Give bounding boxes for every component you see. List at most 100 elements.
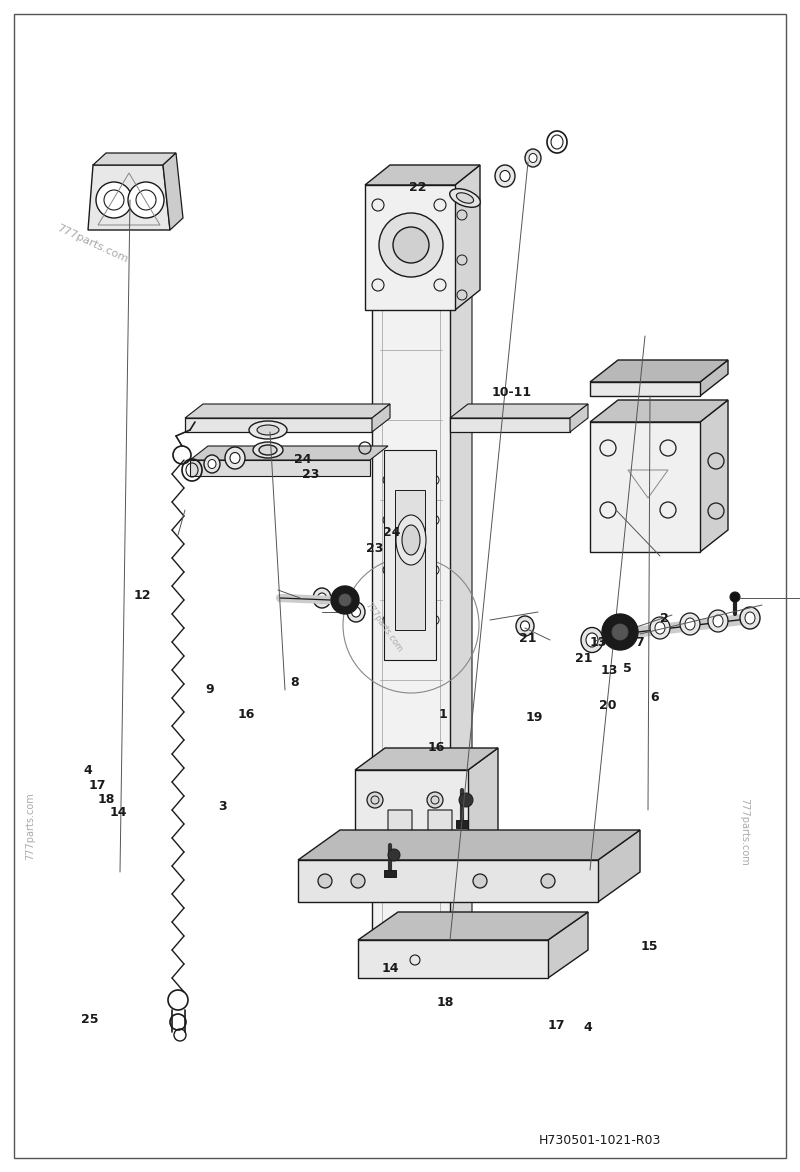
- Ellipse shape: [225, 447, 245, 469]
- Polygon shape: [163, 154, 183, 230]
- Ellipse shape: [396, 515, 426, 565]
- Polygon shape: [190, 459, 370, 476]
- Text: 777parts.com: 777parts.com: [26, 792, 35, 860]
- Text: H730501-1021-R03: H730501-1021-R03: [539, 1133, 661, 1146]
- Bar: [590, 382, 700, 396]
- Circle shape: [427, 850, 443, 866]
- Ellipse shape: [713, 615, 723, 627]
- Text: 21: 21: [519, 632, 537, 646]
- Ellipse shape: [230, 452, 240, 463]
- Text: 23: 23: [366, 541, 383, 556]
- Bar: [365, 185, 455, 311]
- Text: 10-11: 10-11: [492, 386, 532, 400]
- Ellipse shape: [495, 165, 515, 188]
- Ellipse shape: [581, 627, 603, 653]
- Text: 7: 7: [636, 635, 644, 649]
- Circle shape: [379, 213, 443, 277]
- Polygon shape: [590, 400, 728, 422]
- Text: 24: 24: [383, 525, 401, 539]
- Text: 14: 14: [382, 961, 399, 975]
- Ellipse shape: [351, 607, 361, 616]
- Circle shape: [541, 874, 555, 888]
- Bar: [590, 422, 700, 552]
- Polygon shape: [190, 447, 388, 459]
- Polygon shape: [700, 400, 728, 552]
- Circle shape: [128, 182, 164, 218]
- Circle shape: [730, 592, 740, 602]
- Ellipse shape: [650, 616, 670, 639]
- Text: 4: 4: [584, 1021, 592, 1035]
- Ellipse shape: [257, 425, 279, 435]
- Polygon shape: [358, 912, 588, 940]
- Text: 20: 20: [599, 699, 617, 713]
- Text: 23: 23: [302, 468, 319, 482]
- Ellipse shape: [740, 607, 760, 629]
- Polygon shape: [700, 360, 728, 396]
- Polygon shape: [93, 154, 176, 165]
- Circle shape: [391, 839, 409, 857]
- Text: 3: 3: [218, 799, 226, 813]
- Text: 8: 8: [290, 675, 298, 689]
- Text: 17: 17: [547, 1018, 565, 1033]
- Text: 16: 16: [427, 741, 445, 755]
- Text: 15: 15: [641, 940, 658, 954]
- Ellipse shape: [313, 588, 331, 608]
- Text: 6: 6: [650, 690, 658, 704]
- Polygon shape: [372, 404, 390, 432]
- Circle shape: [339, 594, 351, 606]
- Circle shape: [473, 874, 487, 888]
- Circle shape: [96, 182, 132, 218]
- Polygon shape: [570, 404, 588, 432]
- Circle shape: [393, 227, 429, 263]
- Polygon shape: [455, 165, 480, 311]
- Polygon shape: [450, 166, 472, 960]
- Ellipse shape: [318, 593, 326, 604]
- Ellipse shape: [450, 189, 480, 207]
- Polygon shape: [428, 810, 452, 875]
- Ellipse shape: [521, 621, 530, 631]
- Polygon shape: [450, 404, 588, 418]
- Polygon shape: [88, 165, 170, 230]
- Ellipse shape: [529, 154, 537, 163]
- Text: 19: 19: [526, 710, 543, 724]
- Text: 22: 22: [409, 180, 426, 195]
- Polygon shape: [298, 830, 640, 860]
- Bar: [384, 450, 436, 660]
- Text: 5: 5: [623, 661, 631, 675]
- Circle shape: [602, 614, 638, 650]
- Polygon shape: [372, 166, 472, 185]
- Polygon shape: [185, 404, 390, 418]
- Circle shape: [427, 792, 443, 808]
- Polygon shape: [355, 748, 498, 770]
- Circle shape: [351, 874, 365, 888]
- Polygon shape: [590, 360, 728, 382]
- Text: 18: 18: [98, 792, 115, 806]
- Text: 16: 16: [238, 708, 255, 722]
- Bar: [395, 490, 425, 631]
- Text: 777parts.com: 777parts.com: [739, 798, 749, 866]
- Circle shape: [367, 850, 383, 866]
- Circle shape: [388, 849, 400, 861]
- Bar: [384, 870, 396, 877]
- Text: 25: 25: [81, 1013, 98, 1027]
- Circle shape: [367, 792, 383, 808]
- Ellipse shape: [249, 421, 287, 440]
- Circle shape: [431, 839, 449, 857]
- Ellipse shape: [253, 442, 283, 458]
- Polygon shape: [548, 912, 588, 977]
- Polygon shape: [185, 418, 372, 432]
- Ellipse shape: [525, 149, 541, 166]
- Polygon shape: [450, 418, 570, 432]
- Polygon shape: [468, 748, 498, 890]
- Text: 12: 12: [134, 588, 151, 602]
- Text: 777parts.com: 777parts.com: [55, 223, 129, 265]
- Ellipse shape: [680, 613, 700, 635]
- Text: 21: 21: [575, 652, 593, 666]
- Circle shape: [459, 793, 473, 808]
- Text: 13: 13: [601, 663, 618, 677]
- Ellipse shape: [655, 622, 665, 634]
- Text: 17: 17: [89, 778, 106, 792]
- Ellipse shape: [457, 192, 474, 203]
- Ellipse shape: [208, 459, 216, 469]
- Text: 2: 2: [660, 612, 668, 626]
